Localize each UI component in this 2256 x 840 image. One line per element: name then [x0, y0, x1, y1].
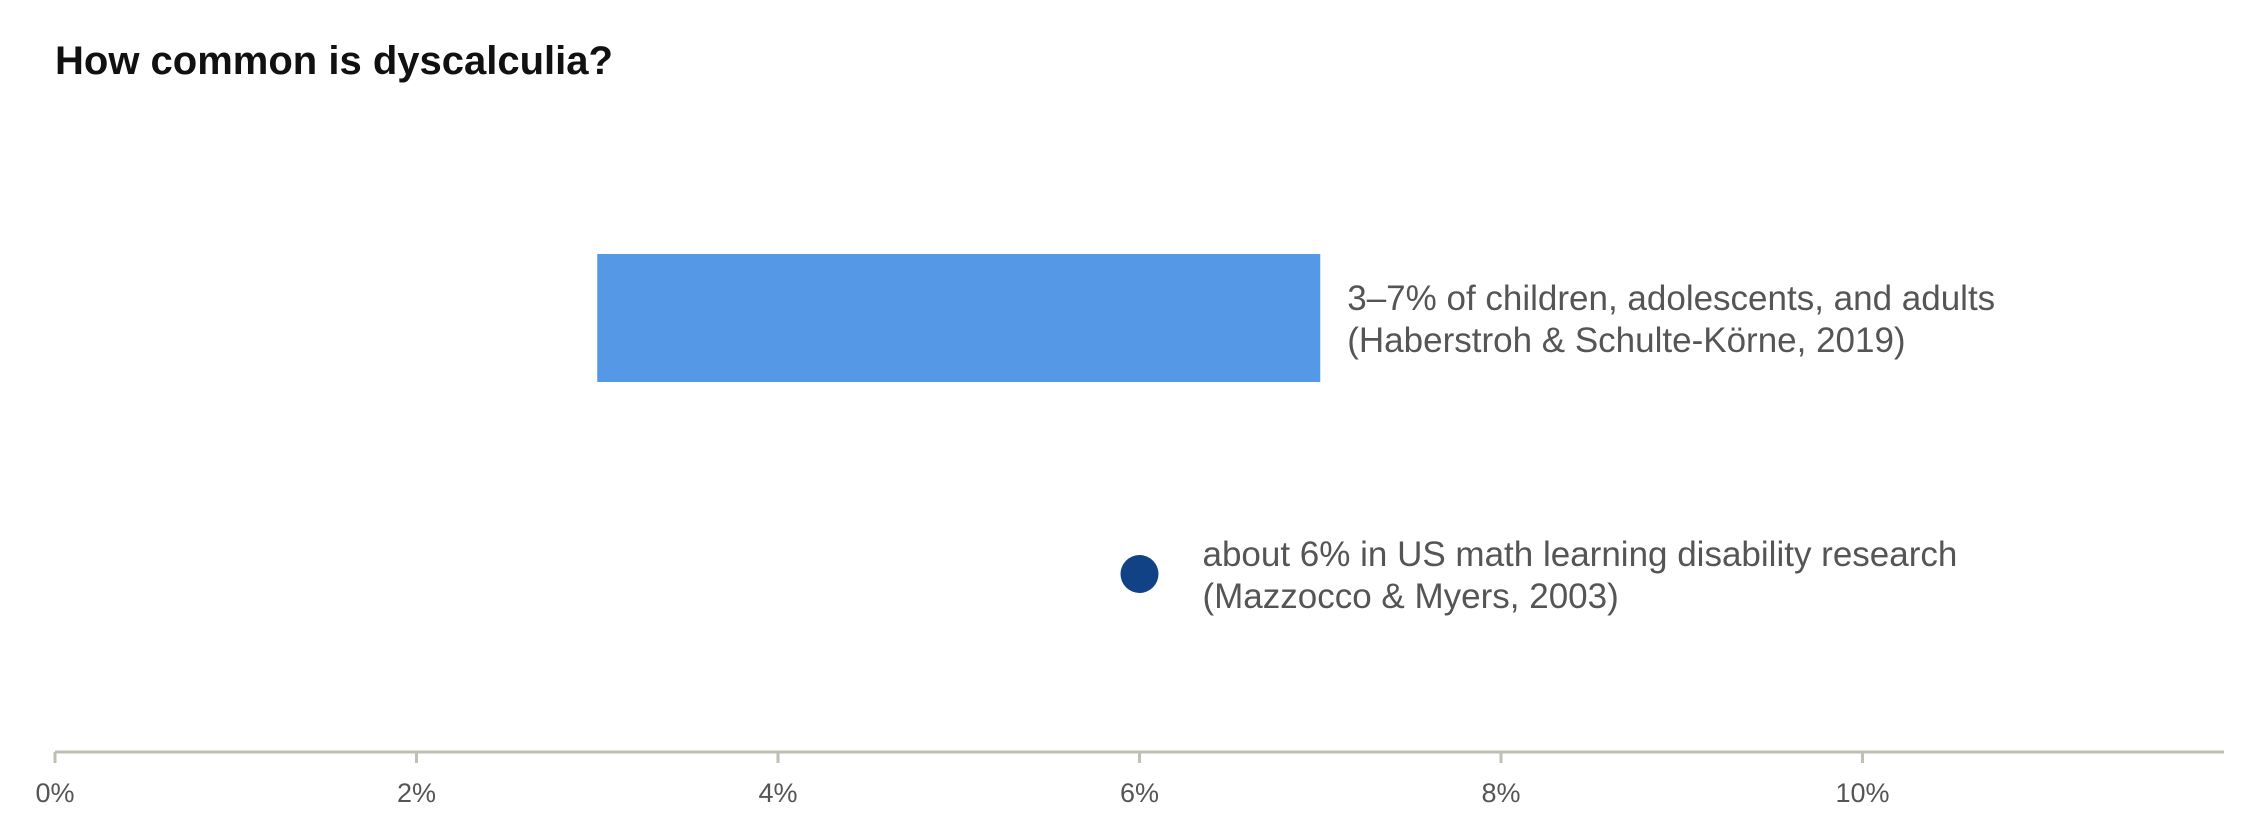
x-tick-label-8: 8% [1481, 778, 1520, 808]
range-group: 3–7% of children, adolescents, and adult… [597, 254, 1995, 382]
range-label-line-1: 3–7% of children, adolescents, and adult… [1347, 279, 1995, 318]
point-label-line-2: (Mazzocco & Myers, 2003) [1203, 577, 1619, 616]
x-tick-label-2: 2% [397, 778, 436, 808]
point-label-line-1: about 6% in US math learning disability … [1203, 535, 1958, 574]
range-label-line-2: (Haberstroh & Schulte-Körne, 2019) [1347, 321, 1905, 360]
point-us-math-ld-research [1120, 555, 1159, 593]
point-group: about 6% in US math learning disability … [1120, 535, 1958, 616]
x-tick-label-10: 10% [1835, 778, 1889, 808]
x-tick-label-0: 0% [35, 778, 74, 808]
range-bar-children-adolescents-adults [597, 254, 1321, 382]
x-tick-label-6: 6% [1120, 778, 1159, 808]
x-axis: 0% 2% 4% 6% 8% 10% [35, 750, 2224, 808]
x-tick-label-4: 4% [758, 778, 797, 808]
chart-title: How common is dyscalculia? [55, 39, 613, 83]
